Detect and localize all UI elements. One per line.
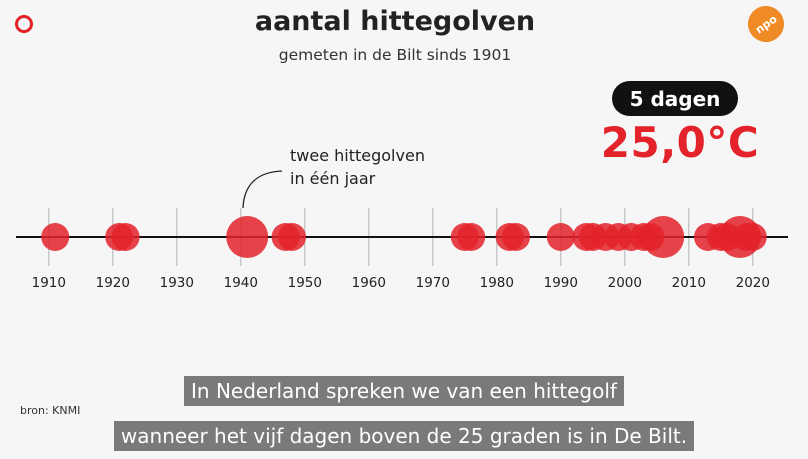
temperature-label: 25,0°C xyxy=(600,118,760,167)
heatwave-dot-1983 xyxy=(502,223,530,251)
x-tick-label: 2020 xyxy=(736,275,770,291)
chart-title: aantal hittegolven xyxy=(254,6,536,37)
x-tick-label: 1980 xyxy=(480,275,514,291)
x-tick-label: 1950 xyxy=(288,275,322,291)
heatwave-dot-1990 xyxy=(546,223,575,251)
heatwave-dot-1948 xyxy=(278,223,306,251)
tick-label-layer: 1910 1920 1930 1940 1950 1960 1970 1980 1990 2000… xyxy=(32,275,770,291)
heatwave-dot-1941 xyxy=(226,216,269,258)
annotation-line-1: twee hittegolven xyxy=(290,146,425,165)
heatwave-dot-1922 xyxy=(111,223,140,251)
heatwave-dot-2020 xyxy=(738,223,767,251)
x-tick-label: 2000 xyxy=(608,275,642,291)
chart-subtitle: gemeten in de Bilt sinds 1901 xyxy=(278,46,512,64)
red-ring-logo-icon xyxy=(15,15,33,33)
heatwave-dot-1976 xyxy=(457,223,486,251)
source-label: bron: KNMI xyxy=(20,404,81,417)
heatwave-dot-1911 xyxy=(41,223,70,251)
dot-layer xyxy=(41,216,767,258)
x-tick-label: 1930 xyxy=(160,275,194,291)
duration-badge: 5 dagen xyxy=(612,81,738,116)
annotation-callout-line xyxy=(242,170,283,209)
subtitle-line-1: In Nederland spreken we van een hittegol… xyxy=(184,376,624,406)
subtitle-line-2: wanneer het vijf dagen boven de 25 grade… xyxy=(113,421,695,451)
subtitle-line-1-container: In Nederland spreken we van een hittegol… xyxy=(0,376,808,406)
x-tick-label: 2010 xyxy=(672,275,706,291)
x-tick-label: 1990 xyxy=(544,275,578,291)
x-tick-label: 1920 xyxy=(96,275,130,291)
heatwave-dot-2006 xyxy=(642,216,685,258)
x-tick-label: 1960 xyxy=(352,275,386,291)
subtitle-line-2-container: wanneer het vijf dagen boven de 25 grade… xyxy=(0,421,808,451)
x-tick-label: 1940 xyxy=(224,275,258,291)
annotation-line-2: in één jaar xyxy=(290,169,376,188)
x-tick-label: 1970 xyxy=(416,275,450,291)
x-tick-label: 1910 xyxy=(32,275,66,291)
duration-badge-text: 5 dagen xyxy=(629,86,721,111)
annotation-text: twee hittegolven in één jaar xyxy=(290,144,425,190)
